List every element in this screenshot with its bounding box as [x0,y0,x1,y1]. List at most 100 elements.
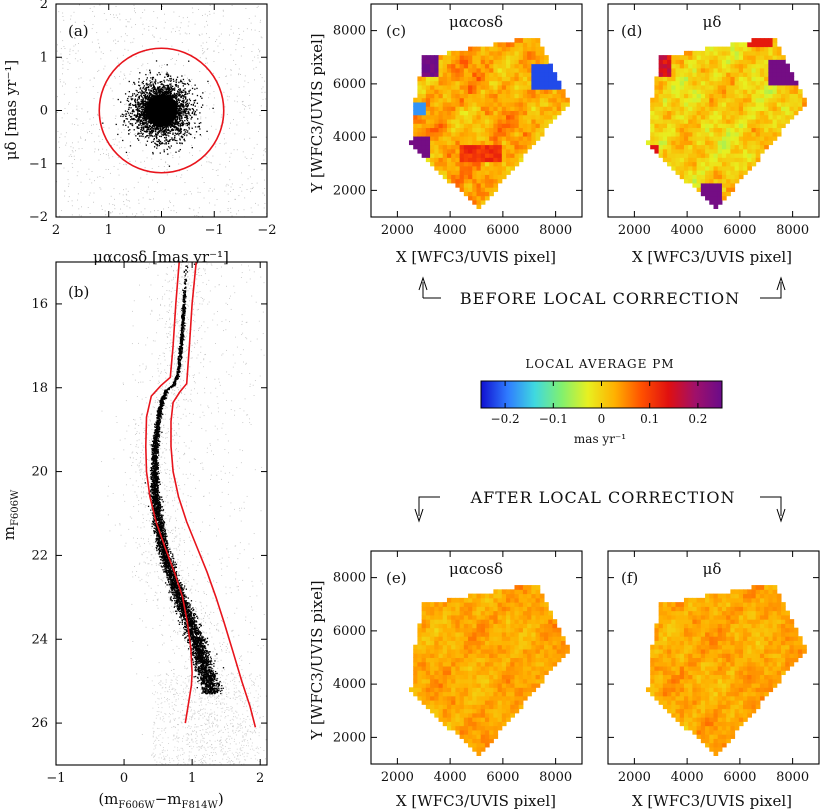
member-star [157,140,159,143]
field-star [204,26,206,28]
field-star [203,625,205,626]
field-star [169,200,171,202]
field-star [180,267,182,269]
field-star [248,634,250,635]
member-star [140,103,142,105]
field-star [245,619,247,621]
member-star [159,90,162,93]
member-star [182,124,184,127]
field-star [176,60,178,61]
field-star [147,416,149,418]
field-star [149,543,151,545]
field-star [146,600,147,602]
member-star [142,104,144,106]
field-star [66,58,68,59]
field-star [187,347,189,349]
field-star [176,212,178,214]
field-star [278,379,279,380]
field-star [216,724,218,726]
field-star [247,82,249,84]
member-star [152,151,154,154]
field-star [144,438,146,440]
member-star [150,97,152,99]
field-star [119,213,121,215]
field-star [198,693,200,695]
field-star [142,12,144,13]
field-star [206,62,208,64]
field-star [184,554,185,555]
member-star [153,126,156,128]
member-star [149,135,152,137]
field-star [141,554,143,556]
member-star [131,110,133,113]
field-star [313,741,314,742]
field-star [237,589,239,591]
member-star [161,89,163,91]
member-star [194,84,196,86]
member-star [177,102,179,104]
field-star [186,170,188,171]
field-star [176,402,178,404]
member-star [147,128,149,130]
field-star [198,207,200,209]
member-star [164,130,166,132]
member-star [167,140,170,143]
member-star [145,136,147,138]
member-star [167,153,169,155]
member-star [178,112,180,114]
field-star [77,141,79,143]
field-star [255,66,257,68]
field-star [190,114,192,116]
field-star [222,10,224,12]
field-star [143,472,145,474]
field-star [110,195,112,197]
member-star [174,100,176,103]
member-star [177,85,179,87]
field-star [70,15,72,17]
member-star [128,121,130,123]
field-star [195,611,197,613]
field-star [173,276,175,278]
field-star [204,273,206,275]
member-star [131,104,134,106]
member-star [156,94,158,96]
member-star [154,127,157,130]
field-star [241,685,243,686]
field-star [191,78,193,80]
field-star [157,210,159,212]
member-star [177,129,179,131]
member-star [142,135,144,138]
field-star [204,13,206,15]
member-star [135,105,137,107]
member-star [163,91,165,93]
member-star [182,112,185,114]
member-star [128,129,130,132]
field-star [164,511,166,513]
field-star [202,411,204,413]
member-star [144,96,147,99]
field-star [163,642,165,644]
field-star [236,711,238,713]
field-star [78,43,79,44]
member-star [184,119,186,122]
field-star [242,349,244,351]
field-star [107,31,109,33]
field-star [176,612,178,614]
field-star [210,263,212,265]
field-star [187,284,189,286]
field-star [150,199,152,200]
field-star [210,125,212,127]
field-star [175,30,176,32]
member-star [149,125,152,128]
field-star [163,729,165,731]
field-star [230,723,232,725]
field-star [162,406,164,408]
field-star [123,449,125,451]
field-star [199,35,201,36]
field-star [125,113,127,114]
field-star [226,113,228,115]
member-star [174,122,177,125]
member-star [191,112,194,114]
member-star [136,126,138,128]
